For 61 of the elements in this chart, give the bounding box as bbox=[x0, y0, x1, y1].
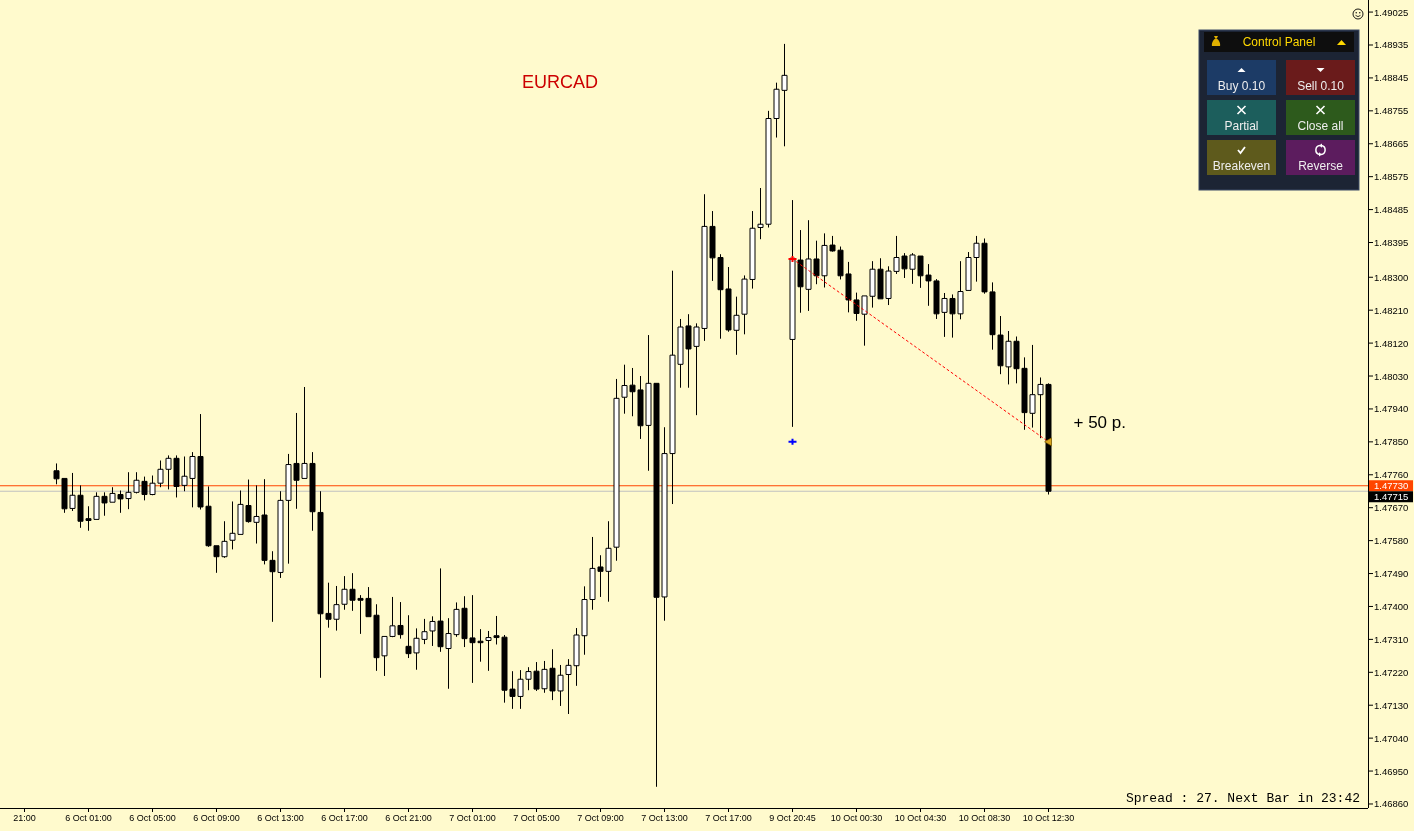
x-tick-label: 6 Oct 13:00 bbox=[257, 813, 304, 823]
y-tick-label: 1.47130 bbox=[1374, 699, 1409, 711]
x-tick-label: 9 Oct 20:45 bbox=[769, 813, 816, 823]
x-tick-label: 21:00 bbox=[13, 813, 36, 823]
x-tick-label: 10 Oct 12:30 bbox=[1022, 813, 1075, 823]
y-tick-label: 1.48845 bbox=[1374, 72, 1409, 84]
y-tick-label: 1.48120 bbox=[1374, 337, 1409, 349]
y-tick-label: 1.47400 bbox=[1374, 600, 1409, 612]
annotation: Breakeven bbox=[1212, 159, 1271, 173]
button[interactable] bbox=[1207, 100, 1276, 135]
x-tick-label: 10 Oct 04:30 bbox=[894, 813, 947, 823]
x-tick-label: 6 Oct 01:00 bbox=[65, 813, 112, 823]
y-tick-label: 1.46950 bbox=[1374, 765, 1409, 777]
x-tick-label: 6 Oct 09:00 bbox=[193, 813, 240, 823]
y-tick-label: 1.48395 bbox=[1374, 237, 1409, 249]
x-tick-label: 10 Oct 00:30 bbox=[830, 813, 883, 823]
x-tick-label: 7 Oct 13:00 bbox=[641, 813, 688, 823]
y-tick-label: 1.48755 bbox=[1374, 105, 1409, 117]
y-tick-label: 1.48485 bbox=[1374, 204, 1409, 216]
x-tick-label: 7 Oct 01:00 bbox=[449, 813, 496, 823]
annotation: + 50 p. bbox=[1073, 413, 1126, 433]
y-tick-label: 1.47760 bbox=[1374, 469, 1409, 481]
y-tick-label: 1.47670 bbox=[1374, 502, 1409, 514]
x-tick-label: 6 Oct 05:00 bbox=[129, 813, 176, 823]
button[interactable] bbox=[1286, 60, 1355, 95]
text: EURCAD bbox=[521, 72, 599, 92]
y-tick-label: 1.46860 bbox=[1374, 798, 1409, 810]
ref-line-label: 1.47715 bbox=[1374, 491, 1409, 503]
annotation: Reverse bbox=[1298, 159, 1344, 173]
x-tick-label: 6 Oct 21:00 bbox=[385, 813, 432, 823]
y-tick-label: 1.48300 bbox=[1374, 271, 1409, 283]
candlestick bbox=[613, 378, 620, 562]
y-tick-label: 1.48665 bbox=[1374, 138, 1409, 150]
annotation: Buy 0.10 bbox=[1217, 79, 1266, 93]
y-tick-label: 1.48935 bbox=[1374, 39, 1409, 51]
annotation: Partial bbox=[1224, 119, 1259, 133]
y-tick-label: 1.47220 bbox=[1374, 666, 1409, 678]
x-tick-label: 7 Oct 17:00 bbox=[705, 813, 752, 823]
annotation: Close all bbox=[1297, 119, 1344, 133]
y-tick-label: 1.48575 bbox=[1374, 171, 1409, 183]
button[interactable] bbox=[1286, 100, 1355, 135]
x-tick-label: 7 Oct 09:00 bbox=[577, 813, 624, 823]
y-tick-label: 1.47850 bbox=[1374, 436, 1409, 448]
x-tick-label: 7 Oct 05:00 bbox=[513, 813, 560, 823]
y-tick-label: 1.48210 bbox=[1374, 304, 1409, 316]
ref-line-label: 1.47730 bbox=[1374, 480, 1409, 492]
y-tick-label: 1.48030 bbox=[1374, 370, 1409, 382]
x-tick-label: 10 Oct 08:30 bbox=[958, 813, 1011, 823]
y-tick-label: 1.47040 bbox=[1374, 732, 1409, 744]
button[interactable] bbox=[1207, 60, 1276, 95]
button[interactable] bbox=[1286, 140, 1355, 175]
annotation: Sell 0.10 bbox=[1297, 79, 1345, 93]
x-tick-label: 6 Oct 17:00 bbox=[321, 813, 368, 823]
y-tick-label: 1.47490 bbox=[1374, 568, 1409, 580]
y-tick-label: 1.47940 bbox=[1374, 403, 1409, 415]
y-tick-label: 1.47580 bbox=[1374, 535, 1409, 547]
annotation: Spread : 27. Next Bar in 23:42 bbox=[1125, 791, 1360, 806]
y-tick-label: 1.47310 bbox=[1374, 633, 1409, 645]
button[interactable] bbox=[1207, 140, 1276, 175]
text: Control Panel bbox=[1242, 35, 1316, 49]
y-tick-label: 1.49025 bbox=[1374, 6, 1409, 18]
